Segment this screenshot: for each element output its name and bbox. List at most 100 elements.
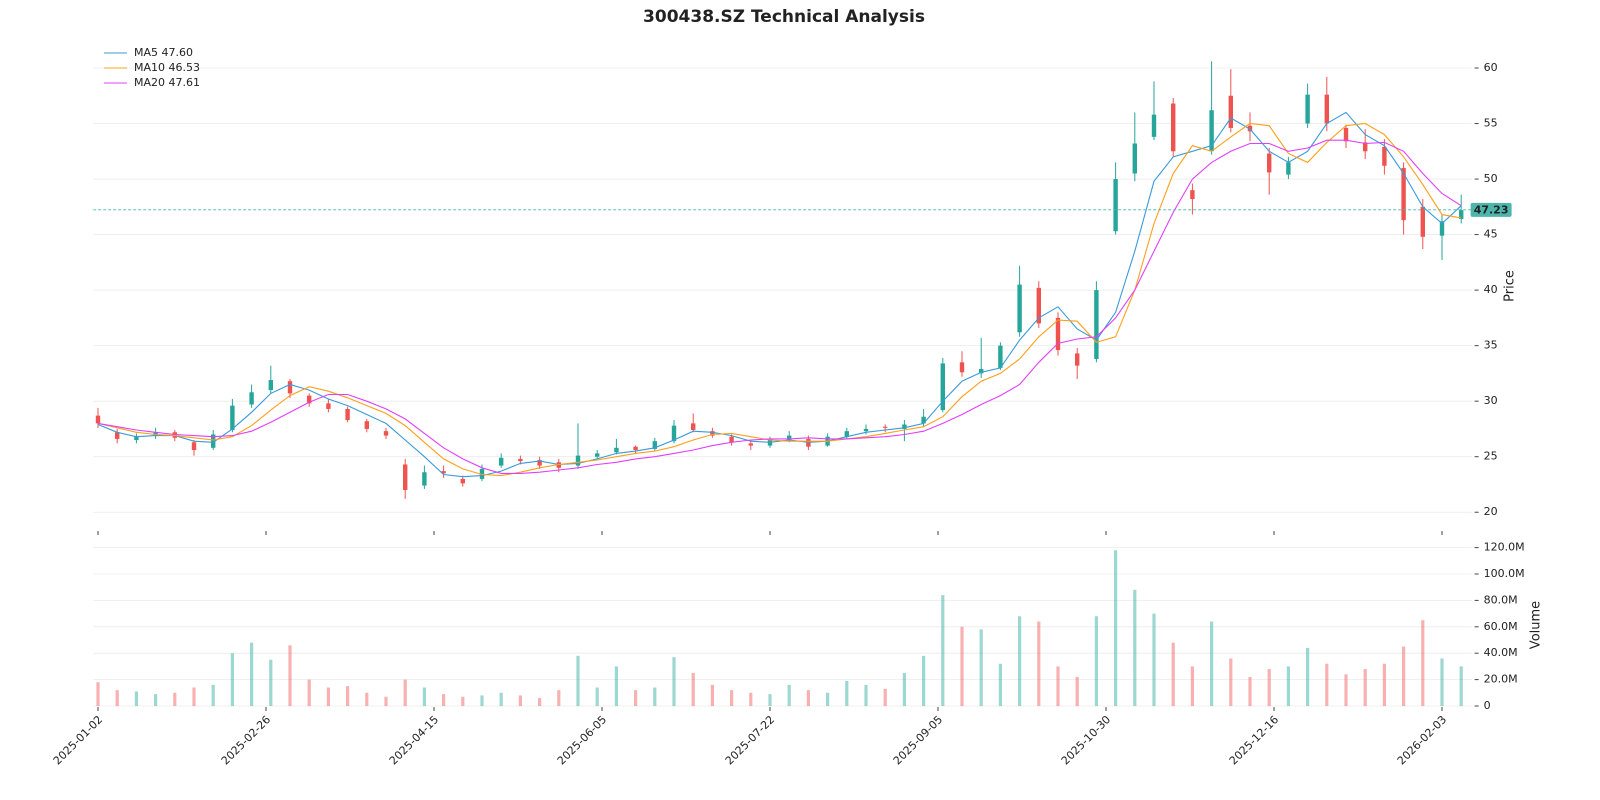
volume-bar: [307, 679, 311, 706]
candle-body: [191, 442, 197, 451]
candle-body: [1055, 317, 1061, 351]
legend-label: MA10 46.53: [134, 61, 200, 74]
y-tick-label: 35: [1484, 339, 1498, 352]
y-tick-label: 40: [1484, 283, 1498, 296]
x-tick-label: 2026-02-03: [1395, 713, 1449, 767]
volume-bar: [134, 691, 138, 706]
y-tick-label: 55: [1484, 117, 1498, 130]
candle-body: [863, 428, 869, 432]
legend-label: MA20 47.61: [134, 76, 200, 89]
volume-bar: [403, 679, 407, 706]
volume-bar: [326, 687, 330, 706]
ma-line: [97, 122, 1462, 477]
candle-body: [364, 421, 369, 429]
candle-body: [1267, 153, 1272, 173]
y-tick-label: 20.0M: [1484, 673, 1518, 686]
legend-label: MA5 47.60: [134, 46, 193, 59]
volume-bar: [979, 629, 983, 706]
candle-body: [1420, 206, 1425, 237]
volume-bar: [1037, 621, 1041, 706]
candle-body: [1151, 114, 1157, 137]
candle-body: [1459, 210, 1464, 220]
volume-bar: [826, 692, 830, 706]
volume-bar: [538, 698, 542, 706]
candle-body: [268, 380, 273, 391]
volume-bar: [230, 653, 234, 706]
volume-bar: [634, 690, 638, 706]
candle-body: [518, 458, 523, 462]
volume-bar: [1190, 666, 1194, 706]
volume-bar: [1248, 676, 1252, 706]
y-tick-label: 45: [1484, 228, 1498, 241]
candle-body: [959, 362, 965, 373]
last-price-label: 47.23: [1474, 203, 1509, 216]
volume-bar: [730, 690, 734, 706]
candle-body: [1343, 127, 1349, 142]
candle-body: [940, 363, 945, 411]
volume-bar: [480, 695, 484, 706]
volume-bar: [1133, 589, 1137, 706]
volume-bar: [1402, 646, 1406, 706]
candle-body: [1190, 190, 1195, 200]
volume-bar: [499, 692, 503, 706]
y-tick-label: 80.0M: [1484, 593, 1518, 606]
volume-bar: [653, 687, 657, 706]
candle-body: [1036, 287, 1041, 324]
y-tick-label: 60: [1484, 61, 1498, 74]
volume-bar: [922, 655, 926, 706]
x-tick-label: 2025-07-22: [723, 713, 777, 767]
volume-bar: [1306, 647, 1310, 706]
candle-body: [1113, 179, 1118, 232]
volume-bar: [442, 694, 446, 706]
candle-body: [902, 424, 907, 429]
volume-bar: [864, 684, 868, 706]
candle-body: [307, 395, 312, 404]
volume-bar: [1286, 666, 1290, 706]
x-tick-label: 2025-10-30: [1059, 713, 1113, 767]
volume-bar: [96, 682, 100, 706]
volume-bar: [173, 692, 177, 706]
y-tick-label: 40.0M: [1484, 646, 1518, 659]
volume-bar: [902, 673, 906, 706]
candle-body: [537, 460, 542, 466]
candle-body: [1171, 103, 1176, 152]
candle-body: [153, 432, 158, 436]
volume-bar: [1325, 663, 1329, 706]
volume-bar: [115, 690, 119, 706]
candle-body: [1075, 353, 1080, 366]
volume-bar: [1094, 616, 1098, 706]
candle-body: [115, 432, 120, 439]
candle-body: [1132, 143, 1137, 174]
candle-body: [134, 436, 139, 441]
candle-body: [729, 436, 734, 443]
volume-bar: [749, 692, 753, 706]
volume-bar: [1229, 658, 1233, 706]
candle-body: [211, 434, 216, 448]
candle-body: [1228, 95, 1233, 128]
candle-body: [652, 441, 657, 449]
volume-bar: [672, 657, 676, 706]
volume-bar: [1114, 550, 1118, 706]
ma-line: [97, 139, 1462, 474]
volume-bar: [1363, 669, 1367, 706]
candle-body: [230, 405, 235, 431]
candle-body: [633, 446, 638, 451]
candle-body: [326, 403, 331, 409]
candle-body: [345, 408, 350, 421]
candle-body: [595, 453, 600, 457]
volume-bar: [1344, 674, 1348, 706]
volume-bar: [250, 642, 254, 706]
volume-bar: [1075, 676, 1079, 706]
candle-body: [383, 431, 389, 436]
candle-body: [691, 423, 696, 431]
candle-body: [748, 443, 753, 446]
y-axis-title: Price: [1503, 270, 1518, 302]
y-tick-label: 30: [1484, 394, 1498, 407]
x-tick-label: 2025-04-15: [387, 713, 441, 767]
candle-body: [95, 415, 101, 424]
volume-bar: [384, 696, 388, 706]
volume-bar: [211, 684, 215, 706]
candle-body: [249, 392, 254, 405]
candle-body: [575, 455, 581, 466]
volume-bar: [1018, 616, 1022, 706]
